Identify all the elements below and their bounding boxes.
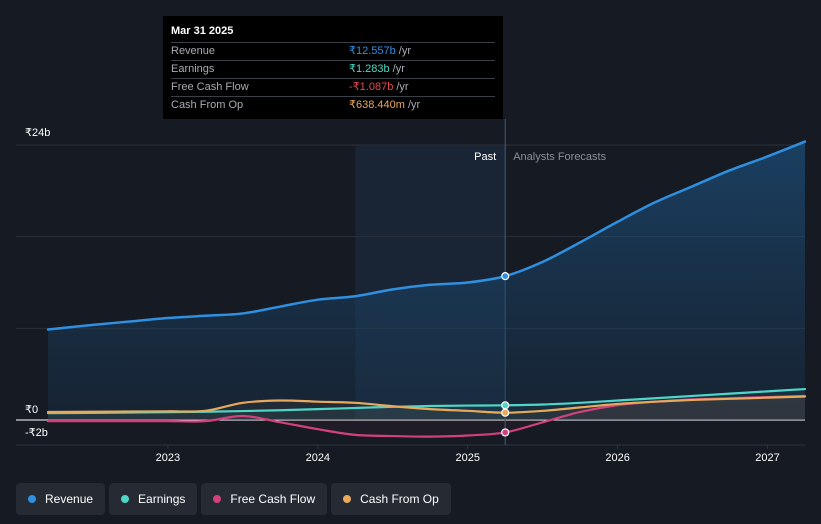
legend-label: Earnings [138, 492, 186, 506]
legend-label: Free Cash Flow [230, 492, 316, 506]
tooltip-value: ₹12.557b [349, 45, 396, 57]
forecast-label: Analysts Forecasts [513, 151, 606, 163]
tooltip-value: ₹638.440m [349, 99, 405, 111]
revenue-dot-icon [28, 495, 36, 503]
series-marker [501, 408, 510, 417]
series-area-fill [48, 396, 805, 420]
x-tick-label: 2023 [156, 452, 180, 464]
y-tick-label: ₹0 [25, 404, 38, 416]
tooltip-date: Mar 31 2025 [171, 24, 495, 43]
x-tick-label: 2027 [755, 452, 779, 464]
tooltip-unit: /yr [407, 99, 421, 111]
tooltip-label: Cash From Op [171, 99, 244, 111]
tooltip-unit: /yr [398, 45, 411, 57]
past-label: Past [474, 151, 496, 163]
tooltip-label: Free Cash Flow [171, 81, 249, 93]
series-line-cash-from-op [46, 395, 807, 414]
legend-item-cash-from-op[interactable]: Cash From Op [331, 483, 451, 515]
x-tick-label: 2026 [605, 452, 629, 464]
legend-item-revenue[interactable]: Revenue [16, 483, 106, 515]
legend-item-free-cash-flow[interactable]: Free Cash Flow [201, 483, 328, 515]
revenue-area-fill [48, 141, 805, 420]
tooltip-unit: /yr [396, 81, 409, 93]
tooltip-row-cash-from-op: Cash From Op ₹638.440m /yr [171, 97, 495, 114]
y-tick-label: -₹2b [25, 427, 48, 439]
tooltip-row-free-cash-flow: Free Cash Flow -₹1.087b /yr [171, 79, 495, 97]
series-marker [501, 401, 510, 410]
tooltip-label: Earnings [171, 63, 215, 75]
series-line-revenue [46, 140, 807, 331]
legend-label: Revenue [45, 492, 94, 506]
legend-item-earnings[interactable]: Earnings [109, 483, 198, 515]
tooltip-value: ₹1.283b [349, 63, 390, 75]
tooltip-row-earnings: Earnings ₹1.283b /yr [171, 61, 495, 79]
tooltip-row-revenue: Revenue ₹12.557b /yr [171, 43, 495, 61]
tooltip-value: -₹1.087b [349, 81, 394, 93]
legend-label: Cash From Op [360, 492, 439, 506]
tooltip-unit: /yr [392, 63, 405, 75]
x-tick-label: 2024 [306, 452, 330, 464]
legend: Revenue Earnings Free Cash Flow Cash Fro… [16, 483, 451, 515]
cash-from-op-dot-icon [343, 495, 352, 503]
y-tick-label: ₹24b [25, 127, 50, 139]
tooltip-label: Revenue [171, 45, 216, 57]
x-tick-label: 2025 [455, 452, 479, 464]
series-marker [501, 428, 510, 437]
earnings-dot-icon [121, 495, 130, 503]
series-marker [501, 272, 510, 281]
tooltip: Mar 31 2025 Revenue ₹12.557b /yr Earning… [163, 16, 503, 119]
free-cash-flow-dot-icon [213, 495, 222, 503]
